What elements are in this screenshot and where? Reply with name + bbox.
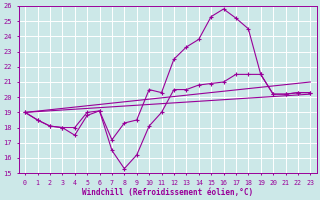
- X-axis label: Windchill (Refroidissement éolien,°C): Windchill (Refroidissement éolien,°C): [82, 188, 253, 197]
